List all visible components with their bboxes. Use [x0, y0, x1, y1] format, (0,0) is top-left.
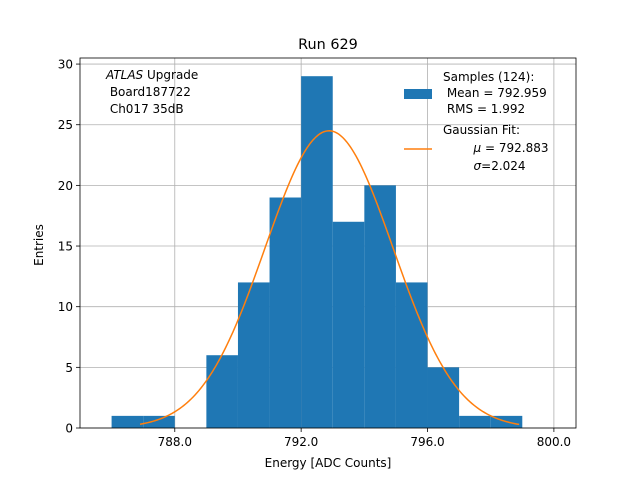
- x-tick-label: 792.0: [284, 435, 318, 449]
- atlas-annotation: ATLAS Upgrade Board187722 Ch017 35dB: [105, 68, 198, 116]
- fit-layer: [139, 130, 520, 426]
- atlas-label: ATLAS: [105, 68, 144, 82]
- y-tick-label: 25: [58, 118, 73, 132]
- chart-title: Run 629: [298, 37, 358, 53]
- svg-text:μ = 792.883: μ = 792.883: [443, 141, 568, 155]
- histogram-bar: [111, 415, 144, 428]
- legend-samples-swatch: [404, 89, 432, 99]
- ticks-layer: 788.0 792.0 796.0 800.0 0 5 10 15 20 25 30: [58, 58, 571, 449]
- legend-fit-sigma-symbol: σ: [474, 159, 482, 173]
- legend: Samples (124): Mean = 792.959 RMS = 1.99…: [404, 70, 568, 173]
- histogram-bar: [459, 415, 491, 428]
- histogram-bar: [143, 415, 175, 428]
- x-tick-label: 788.0: [158, 435, 192, 449]
- histogram-bar: [427, 367, 460, 428]
- channel-label: Ch017 35dB: [106, 102, 184, 116]
- legend-fit-mu-value: = 792.883: [481, 141, 548, 155]
- histogram-bar: [364, 185, 396, 428]
- svg-text:ATLAS Upgrade: ATLAS Upgrade: [105, 68, 198, 82]
- legend-samples-mean: Mean = 792.959: [443, 86, 547, 100]
- histogram-bar: [269, 197, 302, 428]
- legend-fit-sigma-value: =2.024: [481, 159, 525, 173]
- legend-fit-title: Gaussian Fit:: [443, 123, 520, 137]
- y-axis-label: Entries: [32, 224, 46, 266]
- x-axis-label: Energy [ADC Counts]: [265, 456, 392, 470]
- y-tick-label: 15: [58, 240, 73, 254]
- x-tick-label: 800.0: [537, 435, 571, 449]
- y-tick-label: 30: [58, 58, 73, 72]
- gaussian-fit-curve: [139, 130, 520, 426]
- legend-fit-mu-symbol: μ: [473, 141, 482, 155]
- y-tick-label: 20: [58, 179, 73, 193]
- histogram-bar: [237, 282, 270, 428]
- x-tick-label: 796.0: [410, 435, 444, 449]
- histogram-bar: [206, 355, 238, 428]
- y-tick-label: 5: [65, 361, 73, 375]
- histogram-bar: [301, 76, 333, 429]
- y-tick-label: 0: [65, 422, 73, 436]
- legend-samples-rms: RMS = 1.992: [443, 102, 525, 116]
- histogram-bar: [395, 282, 428, 428]
- board-label: Board187722: [106, 85, 191, 99]
- plot-frame: [79, 57, 577, 429]
- legend-samples-title: Samples (124):: [443, 70, 534, 84]
- upgrade-label: Upgrade: [143, 68, 198, 82]
- svg-text:σ=2.024: σ=2.024: [443, 159, 545, 173]
- histogram-bar: [332, 221, 365, 428]
- y-tick-label: 10: [58, 300, 73, 314]
